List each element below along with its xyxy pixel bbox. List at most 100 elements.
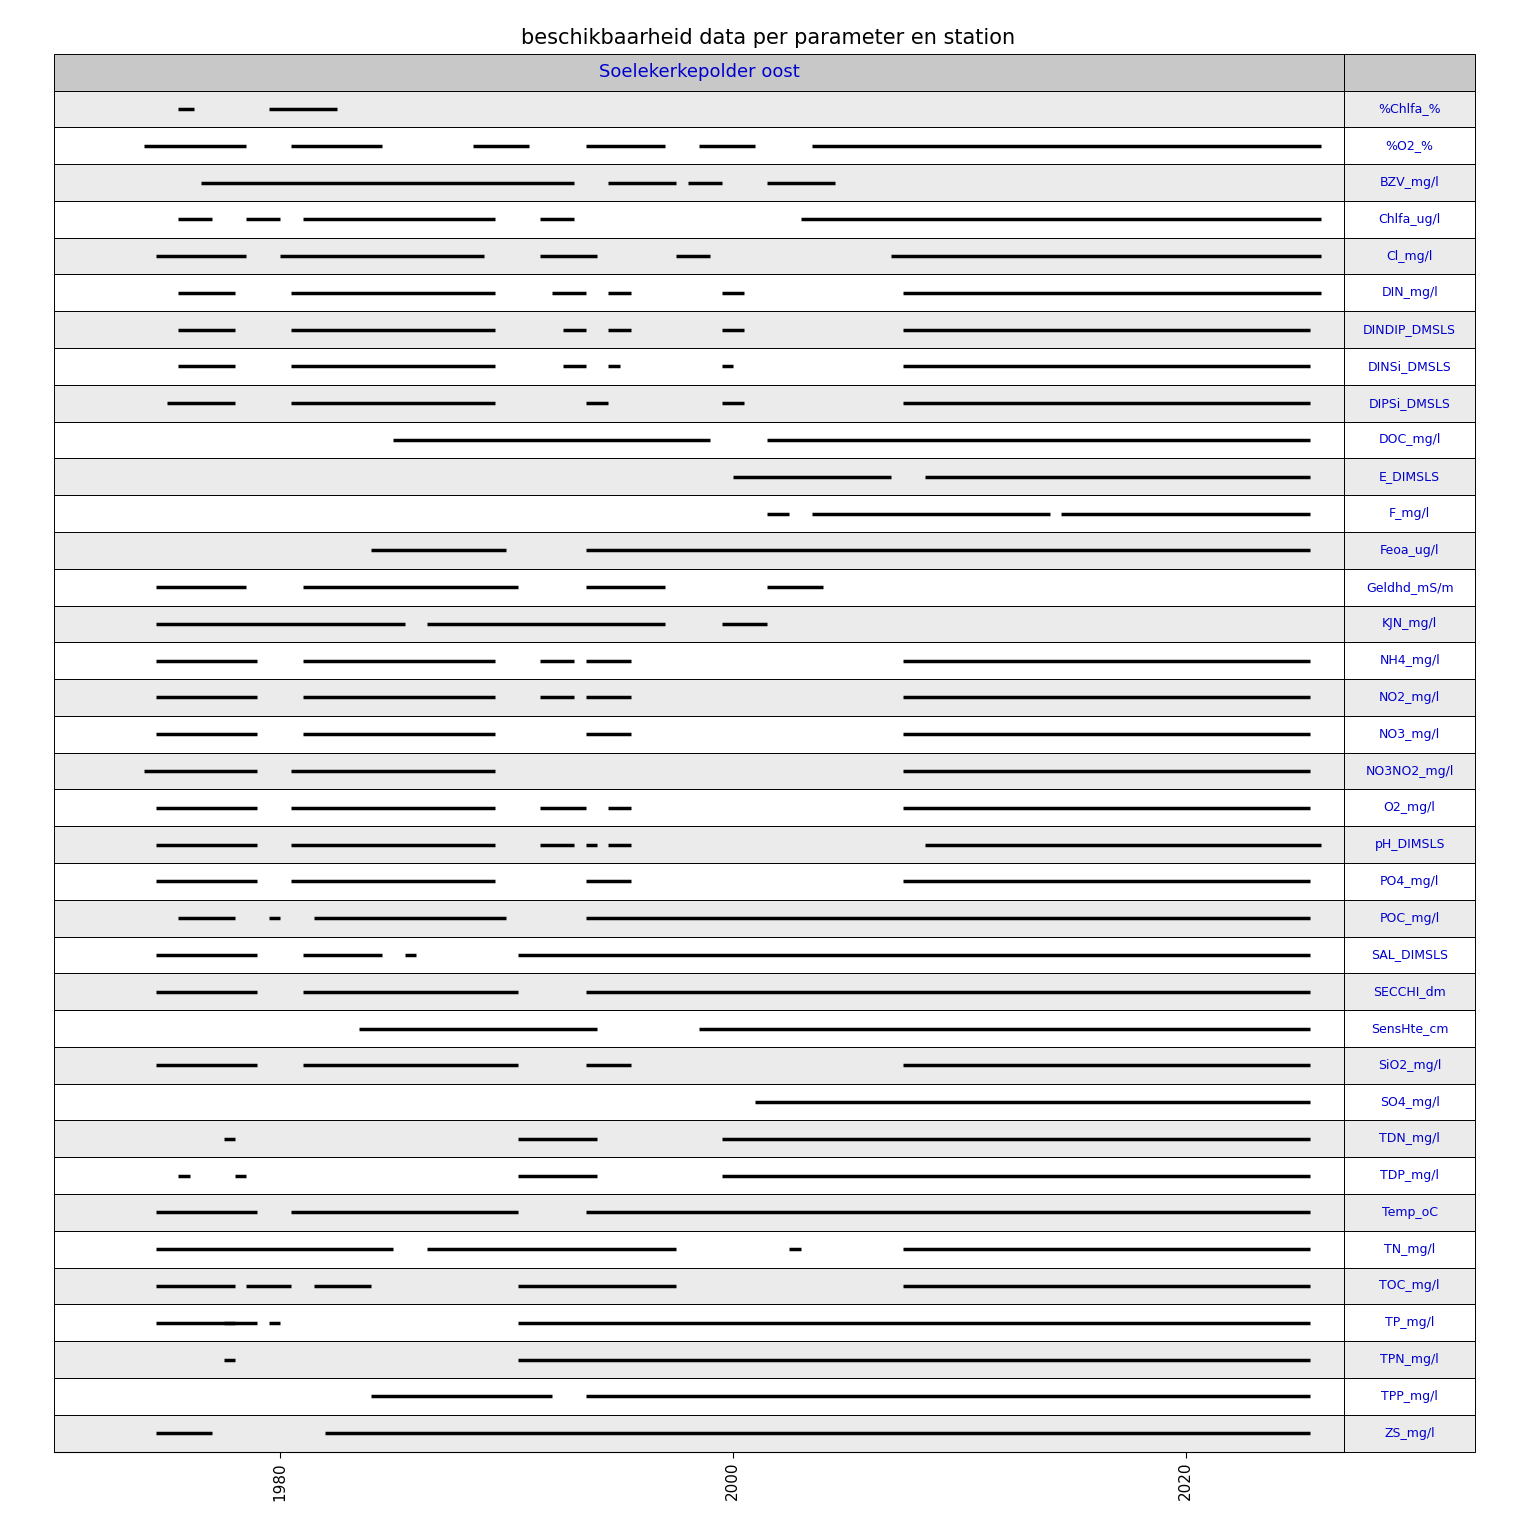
Bar [54,1011,1344,1048]
Bar [54,1157,1344,1193]
Bar [1344,1378,1475,1415]
Bar [54,349,1344,386]
Text: TDN_mg/l: TDN_mg/l [1379,1132,1441,1146]
Bar [1344,1341,1475,1378]
Text: pH_DIMSLS: pH_DIMSLS [1375,839,1445,851]
Bar [54,127,1344,164]
Bar [54,1193,1344,1230]
Bar [1344,1120,1475,1157]
Bar [54,642,1344,679]
Bar [1344,54,1475,91]
Text: %Chlfa_%: %Chlfa_% [1378,103,1441,115]
Bar [1344,753,1475,790]
Text: TPP_mg/l: TPP_mg/l [1381,1390,1438,1402]
Bar [54,458,1344,495]
Bar [54,679,1344,716]
Bar [54,937,1344,974]
Bar [54,312,1344,349]
Text: TN_mg/l: TN_mg/l [1384,1243,1435,1256]
Bar [54,1341,1344,1378]
Bar [1344,605,1475,642]
Bar [1344,1011,1475,1048]
Bar [54,1267,1344,1304]
Text: F_mg/l: F_mg/l [1389,507,1430,521]
Text: TOC_mg/l: TOC_mg/l [1379,1279,1439,1292]
Bar [54,1048,1344,1084]
Bar [54,753,1344,790]
Bar [1344,127,1475,164]
Text: Geldhd_mS/m: Geldhd_mS/m [1366,581,1453,593]
Bar [1344,790,1475,826]
Text: beschikbaarheid data per parameter en station: beschikbaarheid data per parameter en st… [521,28,1015,48]
Bar [1344,716,1475,753]
Text: NH4_mg/l: NH4_mg/l [1379,654,1441,667]
Bar [1344,937,1475,974]
Bar [1344,568,1475,605]
Bar [54,275,1344,312]
Bar [1344,421,1475,458]
Bar [54,1415,1344,1452]
Bar [1344,679,1475,716]
Text: PO4_mg/l: PO4_mg/l [1379,876,1439,888]
Bar [54,91,1344,127]
Text: NO3_mg/l: NO3_mg/l [1379,728,1441,740]
Bar [1344,1267,1475,1304]
Bar [1344,1048,1475,1084]
Bar [54,568,1344,605]
Text: Feoa_ug/l: Feoa_ug/l [1379,544,1439,558]
Bar [1344,458,1475,495]
Text: NO2_mg/l: NO2_mg/l [1379,691,1441,703]
Bar [54,495,1344,531]
Bar [54,863,1344,900]
Text: O2_mg/l: O2_mg/l [1384,802,1436,814]
Text: SECCHI_dm: SECCHI_dm [1373,985,1445,998]
Text: ZS_mg/l: ZS_mg/l [1384,1427,1435,1439]
Bar [54,1084,1344,1120]
Bar [1344,1230,1475,1267]
Bar [54,531,1344,568]
Bar [54,1378,1344,1415]
Bar [54,386,1344,421]
Text: BZV_mg/l: BZV_mg/l [1379,177,1439,189]
Bar [1344,91,1475,127]
Bar [54,1120,1344,1157]
Bar [54,421,1344,458]
Bar [1344,974,1475,1011]
Bar [1344,1157,1475,1193]
Bar [1344,531,1475,568]
Bar [54,238,1344,275]
Bar [1344,1193,1475,1230]
Bar [1344,1304,1475,1341]
Bar [1344,1084,1475,1120]
Bar [1344,312,1475,349]
Text: SensHte_cm: SensHte_cm [1372,1021,1448,1035]
Text: Temp_oC: Temp_oC [1382,1206,1438,1220]
Text: KJN_mg/l: KJN_mg/l [1382,617,1438,630]
Text: DOC_mg/l: DOC_mg/l [1378,433,1441,447]
Bar [54,164,1344,201]
Bar [54,716,1344,753]
Text: DINSi_DMSLS: DINSi_DMSLS [1367,359,1452,373]
Text: TP_mg/l: TP_mg/l [1385,1316,1435,1329]
Bar [1344,900,1475,937]
Bar [54,54,1344,91]
Text: %O2_%: %O2_% [1385,140,1433,152]
Text: TDP_mg/l: TDP_mg/l [1381,1169,1439,1183]
Text: Chlfa_ug/l: Chlfa_ug/l [1378,214,1441,226]
Text: E_DIMSLS: E_DIMSLS [1379,470,1441,484]
Bar [1344,238,1475,275]
Text: TPN_mg/l: TPN_mg/l [1381,1353,1439,1366]
Bar [54,201,1344,238]
Bar [54,1230,1344,1267]
Bar [1344,642,1475,679]
Text: NO3NO2_mg/l: NO3NO2_mg/l [1366,765,1455,777]
Bar [54,974,1344,1011]
Bar [1344,863,1475,900]
Bar [54,1304,1344,1341]
Text: SiO2_mg/l: SiO2_mg/l [1378,1058,1441,1072]
Bar [1344,164,1475,201]
Text: DIPSi_DMSLS: DIPSi_DMSLS [1369,396,1450,410]
Bar [1344,349,1475,386]
Text: DIN_mg/l: DIN_mg/l [1381,286,1438,300]
Text: SO4_mg/l: SO4_mg/l [1379,1095,1439,1109]
